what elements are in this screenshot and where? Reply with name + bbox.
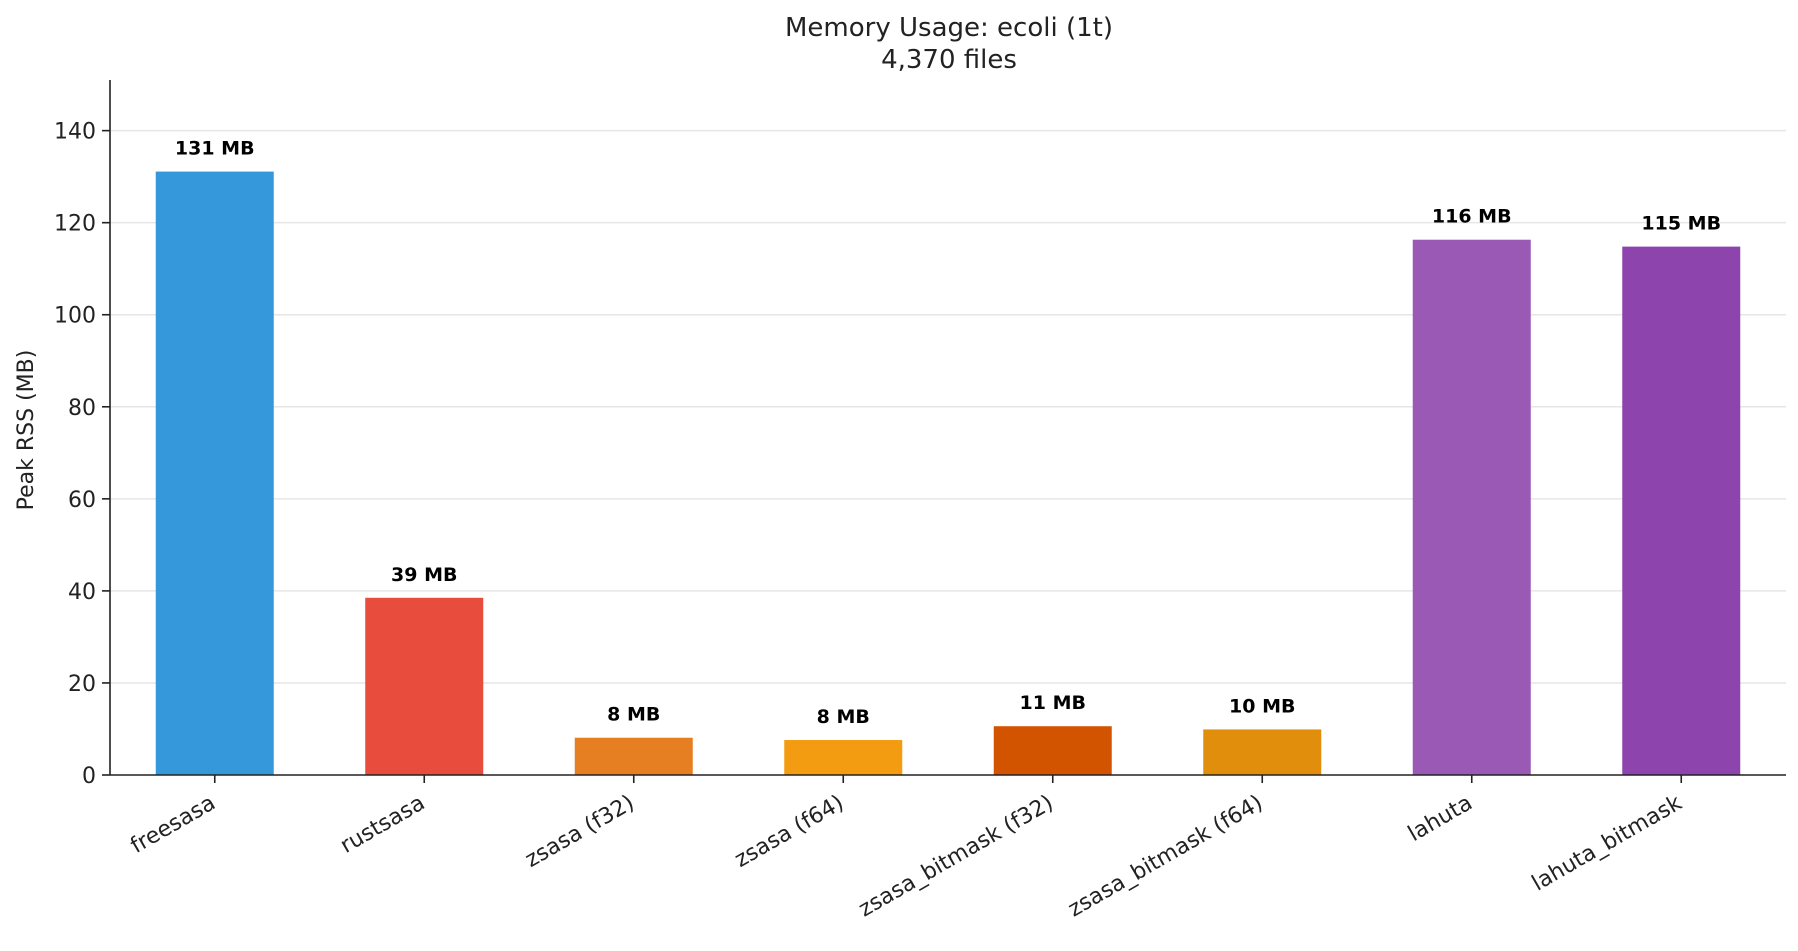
- bar-value-labels: 131 MB 39 MB 8 MB 8 MB 11 MB 10 MB 116 MB 115 M…: [175, 138, 1721, 728]
- x-tick-label: zsasa_bitmask (f64): [1064, 791, 1267, 923]
- x-tick-label: zsasa (f32): [521, 791, 639, 873]
- bar-value-label: 115 MB: [1641, 213, 1721, 235]
- bar-value-label: 8 MB: [817, 706, 870, 728]
- bar-lahuta-bitmask: [1622, 246, 1741, 775]
- bar-zsasa-f64: [784, 740, 903, 775]
- y-tick-label: 100: [54, 304, 96, 329]
- y-gridlines: [110, 129, 1786, 684]
- bar-lahuta: [1412, 239, 1531, 775]
- y-axis-label: Peak RSS (MB): [14, 350, 39, 511]
- bar-value-label: 10 MB: [1229, 695, 1295, 717]
- x-axis: freesasa rustsasa zsasa (f32) zsasa (f64) zs…: [110, 774, 1786, 923]
- y-tick-label: 40: [68, 580, 96, 605]
- y-axis: 0 20 40 60 80 100 120 140: [54, 80, 111, 789]
- bar-rustsasa: [365, 597, 484, 775]
- x-tick-label: lahuta_bitmask: [1528, 790, 1687, 896]
- y-tick-label: 20: [68, 672, 96, 697]
- x-tick-label: freesasa: [126, 791, 219, 859]
- chart-subtitle: 4,370 files: [881, 45, 1017, 75]
- chart-title: Memory Usage: ecoli (1t): [785, 13, 1113, 43]
- y-tick-label: 0: [82, 764, 96, 789]
- bar-value-label: 116 MB: [1432, 206, 1512, 228]
- x-tick-label: zsasa_bitmask (f32): [855, 791, 1058, 923]
- x-tick-label: lahuta: [1404, 791, 1477, 847]
- bar-value-label: 39 MB: [391, 564, 457, 586]
- chart-title-group: Memory Usage: ecoli (1t) 4,370 files: [785, 13, 1113, 75]
- bar-zsasa-bitmask-f32: [993, 726, 1112, 775]
- bar-zsasa-bitmask-f64: [1203, 729, 1322, 775]
- x-tick-label: rustsasa: [336, 791, 429, 859]
- y-tick-label: 120: [54, 212, 96, 237]
- bars: [155, 171, 1741, 775]
- y-tick-label: 60: [68, 488, 96, 513]
- bar-value-label: 131 MB: [175, 138, 255, 160]
- bar-value-label: 11 MB: [1020, 692, 1086, 714]
- bar-zsasa-f32: [574, 737, 693, 775]
- y-tick-label: 80: [68, 396, 96, 421]
- y-tick-label: 140: [54, 120, 96, 145]
- bar-value-label: 8 MB: [607, 704, 660, 726]
- x-tick-label: zsasa (f64): [731, 791, 849, 873]
- bar-freesasa: [155, 171, 274, 775]
